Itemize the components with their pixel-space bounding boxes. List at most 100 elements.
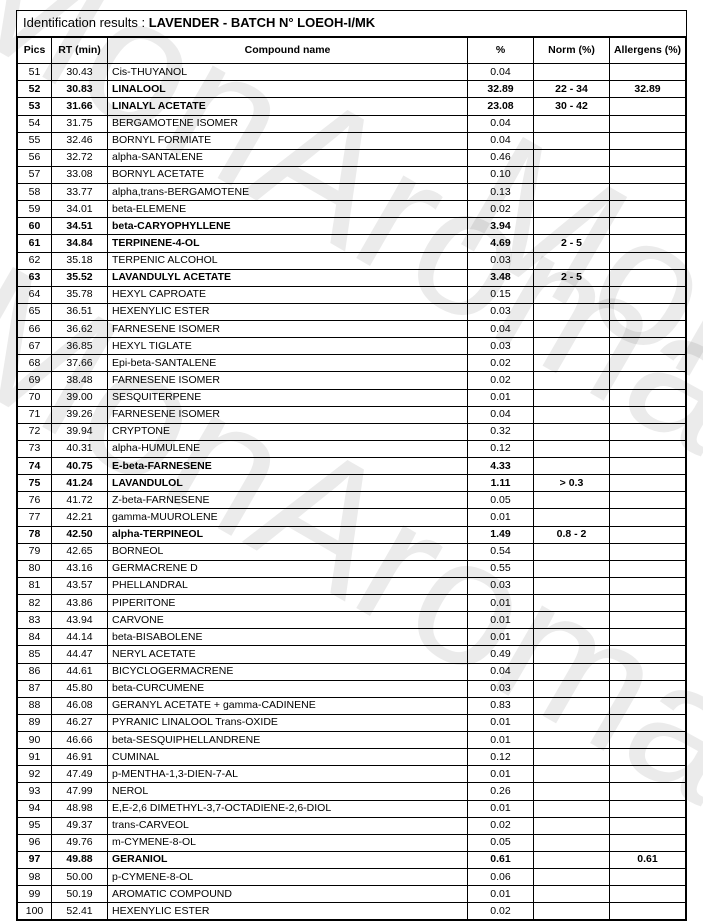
cell-pics: 74: [18, 458, 52, 475]
cell-rt: 37.66: [52, 355, 108, 372]
cell-norm: [534, 115, 610, 132]
cell-rt: 44.61: [52, 663, 108, 680]
cell-percent: 0.49: [468, 646, 534, 663]
cell-norm: [534, 492, 610, 509]
cell-allergens: [610, 732, 686, 749]
cell-compound-name: BERGAMOTENE ISOMER: [108, 115, 468, 132]
cell-compound-name: PYRANIC LINALOOL Trans-OXIDE: [108, 714, 468, 731]
cell-compound-name: TERPENIC ALCOHOL: [108, 252, 468, 269]
cell-allergens: [610, 166, 686, 183]
cell-compound-name: GERANYL ACETATE + gamma-CADINENE: [108, 697, 468, 714]
cell-allergens: [610, 869, 686, 886]
cell-rt: 40.75: [52, 458, 108, 475]
table-row: 6034.51beta-CARYOPHYLLENE3.94: [18, 218, 686, 235]
cell-pics: 73: [18, 440, 52, 457]
cell-pics: 75: [18, 475, 52, 492]
cell-compound-name: BORNEOL: [108, 543, 468, 560]
cell-norm: [534, 303, 610, 320]
cell-pics: 77: [18, 509, 52, 526]
cell-compound-name: PIPERITONE: [108, 595, 468, 612]
cell-norm: [534, 201, 610, 218]
cell-compound-name: PHELLANDRAL: [108, 577, 468, 594]
cell-percent: 0.32: [468, 423, 534, 440]
cell-allergens: [610, 98, 686, 115]
cell-norm: 2 - 5: [534, 235, 610, 252]
cell-norm: [534, 800, 610, 817]
table-row: 6837.66Epi-beta-SANTALENE0.02: [18, 355, 686, 372]
table-row: 7340.31alpha-HUMULENE0.12: [18, 440, 686, 457]
table-row: 7039.00SESQUITERPENE0.01: [18, 389, 686, 406]
cell-rt: 49.88: [52, 851, 108, 868]
cell-allergens: [610, 577, 686, 594]
cell-percent: 0.01: [468, 714, 534, 731]
cell-allergens: [610, 184, 686, 201]
cell-norm: [534, 595, 610, 612]
cell-pics: 98: [18, 869, 52, 886]
cell-pics: 61: [18, 235, 52, 252]
cell-rt: 40.31: [52, 440, 108, 457]
cell-pics: 95: [18, 817, 52, 834]
cell-percent: 0.04: [468, 321, 534, 338]
cell-compound-name: E,E-2,6 DIMETHYL-3,7-OCTADIENE-2,6-DIOL: [108, 800, 468, 817]
cell-norm: [534, 372, 610, 389]
cell-pics: 86: [18, 663, 52, 680]
cell-compound-name: p-MENTHA-1,3-DIEN-7-AL: [108, 766, 468, 783]
cell-norm: [534, 132, 610, 149]
cell-compound-name: beta-CURCUMENE: [108, 680, 468, 697]
cell-allergens: [610, 834, 686, 851]
cell-pics: 69: [18, 372, 52, 389]
col-norm: Norm (%): [534, 38, 610, 64]
cell-pics: 59: [18, 201, 52, 218]
table-row: 6938.48FARNESENE ISOMER0.02: [18, 372, 686, 389]
table-row: 9146.91CUMINAL0.12: [18, 749, 686, 766]
cell-allergens: 0.61: [610, 851, 686, 868]
cell-pics: 83: [18, 612, 52, 629]
cell-allergens: [610, 526, 686, 543]
cell-compound-name: HEXENYLIC ESTER: [108, 903, 468, 920]
col-pct: %: [468, 38, 534, 64]
cell-pics: 71: [18, 406, 52, 423]
cell-norm: [534, 560, 610, 577]
cell-norm: [534, 851, 610, 868]
cell-compound-name: alpha-SANTALENE: [108, 149, 468, 166]
cell-rt: 31.75: [52, 115, 108, 132]
cell-percent: 0.46: [468, 149, 534, 166]
cell-allergens: [610, 321, 686, 338]
cell-pics: 67: [18, 338, 52, 355]
cell-allergens: [610, 458, 686, 475]
table-row: 9046.66beta-SESQUIPHELLANDRENE0.01: [18, 732, 686, 749]
cell-norm: [534, 646, 610, 663]
cell-norm: [534, 749, 610, 766]
cell-compound-name: AROMATIC COMPOUND: [108, 886, 468, 903]
cell-pics: 82: [18, 595, 52, 612]
table-row: 6435.78HEXYL CAPROATE0.15: [18, 286, 686, 303]
cell-rt: 45.80: [52, 680, 108, 697]
cell-norm: [534, 440, 610, 457]
table-row: 5431.75BERGAMOTENE ISOMER0.04: [18, 115, 686, 132]
cell-compound-name: CUMINAL: [108, 749, 468, 766]
cell-percent: 4.69: [468, 235, 534, 252]
table-row: 7842.50alpha-TERPINEOL1.490.8 - 2: [18, 526, 686, 543]
cell-pics: 93: [18, 783, 52, 800]
cell-pics: 90: [18, 732, 52, 749]
table-row: 8946.27PYRANIC LINALOOL Trans-OXIDE0.01: [18, 714, 686, 731]
cell-compound-name: p-CYMENE-8-OL: [108, 869, 468, 886]
cell-pics: 70: [18, 389, 52, 406]
cell-compound-name: LAVANDULYL ACETATE: [108, 269, 468, 286]
cell-percent: 0.83: [468, 697, 534, 714]
cell-compound-name: alpha,trans-BERGAMOTENE: [108, 184, 468, 201]
cell-allergens: [610, 475, 686, 492]
cell-compound-name: beta-BISABOLENE: [108, 629, 468, 646]
cell-allergens: [610, 509, 686, 526]
cell-compound-name: LINALYL ACETATE: [108, 98, 468, 115]
cell-percent: 1.11: [468, 475, 534, 492]
table-row: 7641.72Z-beta-FARNESENE0.05: [18, 492, 686, 509]
cell-allergens: [610, 372, 686, 389]
table-row: 8444.14beta-BISABOLENE0.01: [18, 629, 686, 646]
table-row: 5532.46BORNYL FORMIATE0.04: [18, 132, 686, 149]
cell-percent: 0.02: [468, 372, 534, 389]
cell-percent: 0.15: [468, 286, 534, 303]
cell-allergens: [610, 714, 686, 731]
cell-norm: [534, 321, 610, 338]
cell-percent: 0.01: [468, 766, 534, 783]
